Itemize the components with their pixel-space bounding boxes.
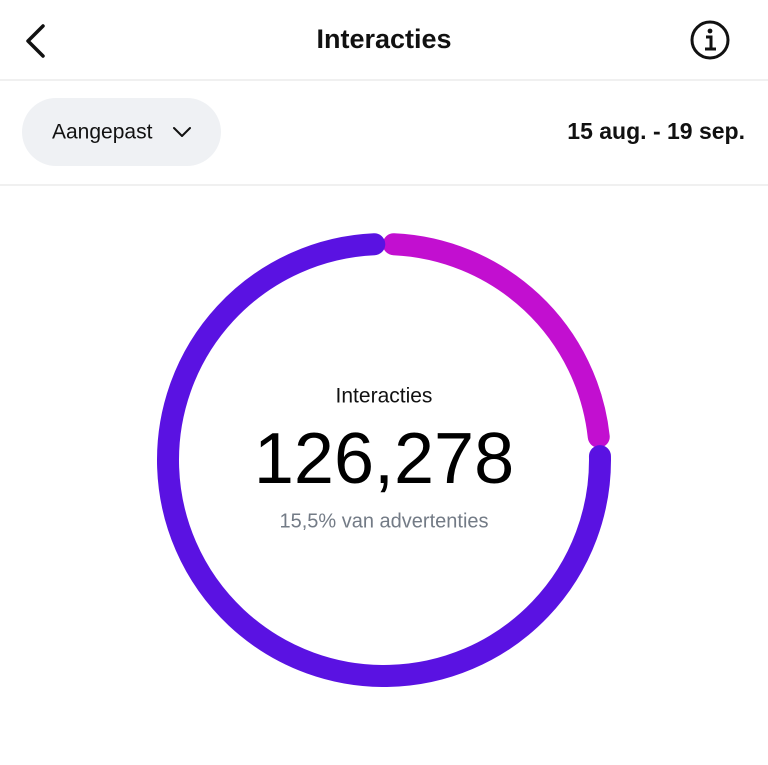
donut-subtitle: 15,5% van advertenties [279,510,488,532]
info-button[interactable] [690,20,730,60]
donut-total: 126,278 [254,419,514,499]
donut-segment [157,233,611,687]
donut-chart [157,233,611,687]
filter-dropdown[interactable]: Aangepast [22,98,221,166]
donut-segment [382,233,610,448]
header-title: Interacties [316,24,451,54]
filter-label: Aangepast [52,121,153,144]
back-button[interactable] [26,24,45,58]
donut-label: Interacties [336,385,433,408]
date-range: 15 aug. - 19 sep. [567,118,745,144]
